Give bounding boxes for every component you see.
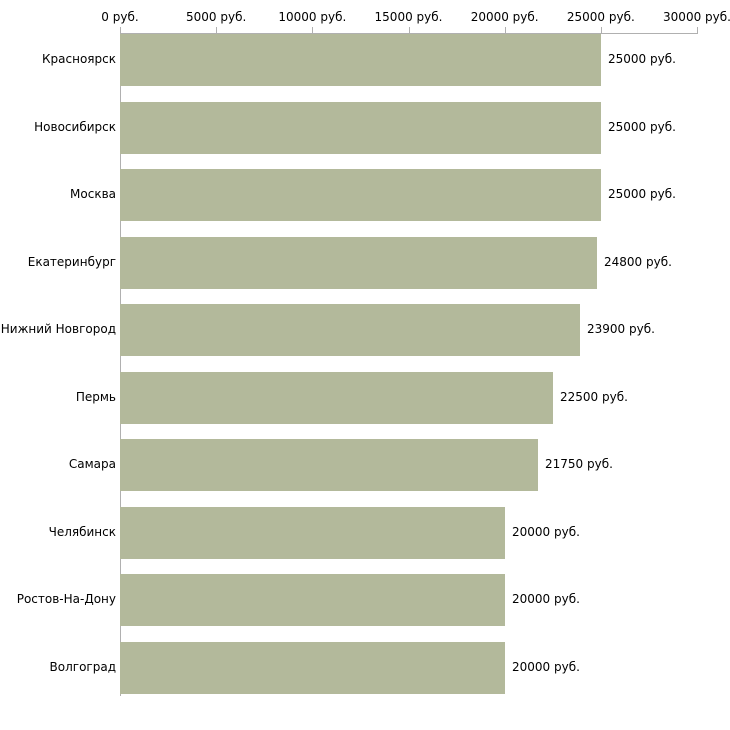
value-label: 23900 руб. bbox=[587, 322, 655, 336]
x-tick-mark bbox=[408, 27, 410, 33]
category-label: Пермь bbox=[75, 389, 116, 404]
category-label: Екатеринбург bbox=[27, 254, 116, 269]
value-label: 20000 руб. bbox=[512, 659, 580, 674]
x-tick-label: 30000 руб. bbox=[663, 10, 730, 24]
x-tick-mark bbox=[120, 27, 121, 33]
category-label: Волгоград bbox=[49, 659, 116, 674]
category-label: Красноярск bbox=[42, 52, 116, 66]
x-tick-mark bbox=[600, 27, 602, 33]
bar bbox=[120, 574, 505, 626]
value-label: 24800 руб. bbox=[604, 254, 672, 269]
bar bbox=[120, 34, 601, 86]
value-label: 25000 руб. bbox=[608, 119, 676, 134]
bar bbox=[120, 506, 505, 559]
bar-row: Екатеринбург 24800 руб. bbox=[0, 236, 730, 289]
bar bbox=[120, 641, 505, 694]
bar-row: Нижний Новгород 23900 руб. bbox=[0, 304, 730, 356]
x-tick-label: 20000 руб. bbox=[470, 10, 539, 24]
category-label: Самара bbox=[68, 457, 116, 471]
x-axis-line bbox=[120, 33, 698, 34]
bar-row: Пермь 22500 руб. bbox=[0, 371, 730, 424]
bar-row: Самара 21750 руб. bbox=[0, 439, 730, 491]
y-axis-line bbox=[120, 33, 121, 696]
bar-row: Волгоград 20000 руб. bbox=[0, 641, 730, 694]
bar bbox=[120, 101, 601, 154]
category-label: Нижний Новгород bbox=[0, 322, 116, 336]
value-label: 25000 руб. bbox=[608, 187, 676, 201]
x-tick-label: 0 руб. bbox=[101, 10, 139, 24]
bar bbox=[120, 439, 538, 491]
x-tick-label: 5000 руб. bbox=[186, 10, 247, 24]
x-tick-label: 25000 руб. bbox=[566, 10, 635, 24]
value-label: 20000 руб. bbox=[512, 524, 580, 539]
value-label: 21750 руб. bbox=[545, 457, 613, 471]
category-label: Челябинск bbox=[48, 524, 116, 539]
bar bbox=[120, 371, 553, 424]
x-tick-label: 10000 руб. bbox=[278, 10, 347, 24]
value-label: 20000 руб. bbox=[512, 592, 580, 606]
bar bbox=[120, 304, 580, 356]
bar-row: Ростов-На-Дону 20000 руб. bbox=[0, 574, 730, 626]
x-tick-mark bbox=[504, 27, 506, 33]
x-tick-mark bbox=[216, 27, 218, 33]
x-tick-label: 15000 руб. bbox=[374, 10, 443, 24]
x-tick-mark bbox=[312, 27, 314, 33]
value-label: 25000 руб. bbox=[608, 52, 676, 66]
category-label: Новосибирск bbox=[34, 119, 116, 134]
bar-row: Москва 25000 руб. bbox=[0, 169, 730, 221]
bar bbox=[120, 169, 601, 221]
category-label: Москва bbox=[70, 187, 116, 201]
bar-row: Челябинск 20000 руб. bbox=[0, 506, 730, 559]
bar-row: Красноярск 25000 руб. bbox=[0, 34, 730, 86]
bar bbox=[120, 236, 597, 289]
value-label: 22500 руб. bbox=[560, 389, 628, 404]
x-tick-mark bbox=[697, 27, 698, 33]
category-label: Ростов-На-Дону bbox=[16, 592, 116, 606]
bar-row: Новосибирск 25000 руб. bbox=[0, 101, 730, 154]
